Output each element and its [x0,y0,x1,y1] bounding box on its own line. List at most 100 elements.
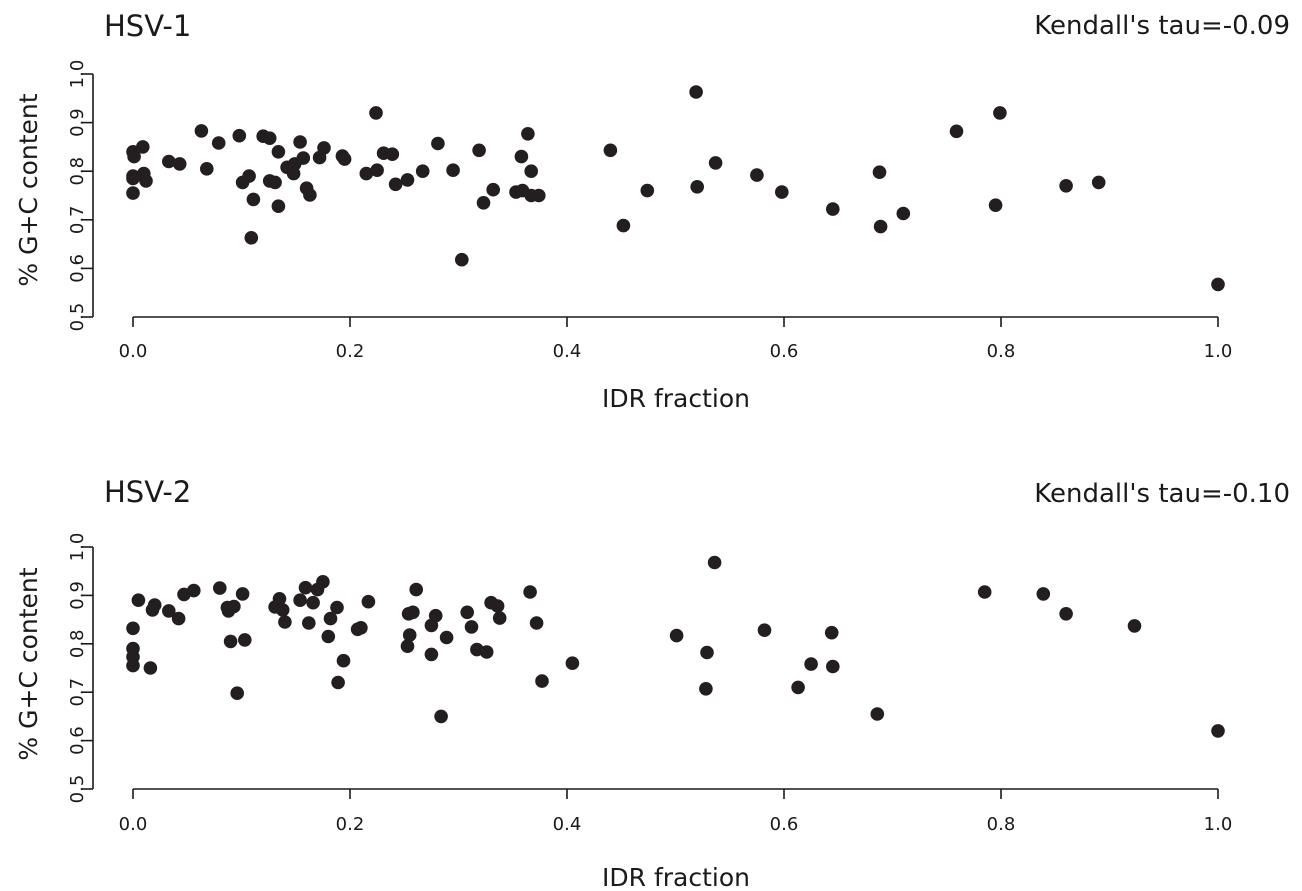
y-tick-label: 0.8 [67,157,88,186]
data-point [757,623,772,637]
y-tick-label: 1.0 [67,60,88,89]
data-point [230,686,244,700]
axes: 0.0 0.2 0.4 0.6 0.8 1.0 0.5 0.6 0.7 0.8 0.9 1.0 [67,60,1232,362]
data-point [302,616,316,630]
data-point [699,682,713,696]
data-point [750,168,764,182]
data-point [171,611,186,626]
data-point [369,106,383,120]
x-tick-label: 0.2 [336,814,365,835]
data-point [211,136,226,150]
x-tick-label: 0.0 [119,814,148,835]
data-point [293,135,307,149]
data-point [409,582,424,597]
x-tick-label: 0.8 [987,341,1016,362]
data-point [194,124,209,138]
data-point [824,625,839,640]
data-point [431,136,445,151]
data-point [262,131,277,145]
data-point [136,140,150,154]
data-point [689,85,703,99]
data-point [949,124,964,139]
data-point [1059,179,1073,193]
data-point [690,180,704,194]
data-point [514,149,529,164]
data-point [330,600,344,615]
data-point [873,219,888,234]
data-point [331,675,345,690]
data-point [415,164,430,178]
data-point [321,629,336,644]
data-point [278,615,292,629]
data-point [296,151,311,165]
data-points [126,555,1225,738]
data-point [486,182,501,197]
data-point [400,173,415,187]
kendall-tau-annotation: Kendall's tau=-0.09 [1034,11,1290,41]
x-tick-label: 0.4 [553,814,582,835]
x-tick-label: 0.0 [119,341,148,362]
data-point [707,555,722,570]
data-point [354,621,368,635]
data-point [521,127,535,141]
data-point [275,603,290,617]
data-point [127,149,141,164]
data-point [272,592,287,606]
data-point [993,106,1007,120]
data-point [479,645,494,659]
data-point [402,628,417,642]
x-tick-label: 0.6 [770,814,799,835]
data-point [400,639,415,653]
data-point [303,188,317,202]
data-point [317,141,331,155]
data-point [370,163,384,177]
data-point [406,605,420,620]
data-point [700,645,714,660]
data-point [126,621,140,636]
data-point [131,593,146,607]
data-point [826,202,840,216]
data-point [529,616,544,630]
data-point [455,252,469,267]
data-point [565,656,580,670]
data-point [316,575,330,589]
data-point [244,231,259,245]
data-point [268,175,282,190]
x-tick-label: 0.8 [987,814,1016,835]
data-point [872,165,887,179]
y-tick-label: 0.8 [67,629,88,658]
data-point [139,174,153,188]
data-point [246,192,261,207]
data-point [172,157,187,171]
data-point [388,177,403,192]
chart-title: HSV-1 [104,9,191,43]
data-point [271,199,286,213]
data-point [492,611,507,625]
data-point [472,143,486,158]
data-point [523,585,537,599]
data-point [143,661,158,675]
x-tick-label: 1.0 [1204,341,1233,362]
data-point [223,634,238,649]
data-point [126,658,140,673]
data-point [162,604,176,618]
x-tick-label: 1.0 [1204,814,1233,835]
data-point [870,707,885,721]
data-point [988,198,1003,212]
data-point [323,611,338,626]
data-point [532,188,546,203]
data-point [826,659,840,674]
data-point [428,608,443,623]
data-point [271,145,286,159]
data-point [1036,587,1051,601]
y-tick-label: 0.6 [67,726,88,755]
data-point [804,657,818,671]
data-point [535,674,549,688]
data-point [1211,277,1225,292]
data-point [1059,607,1073,621]
data-point [126,186,140,200]
data-point [476,196,491,210]
x-axis-title: IDR fraction [602,863,750,891]
data-point [434,709,448,724]
